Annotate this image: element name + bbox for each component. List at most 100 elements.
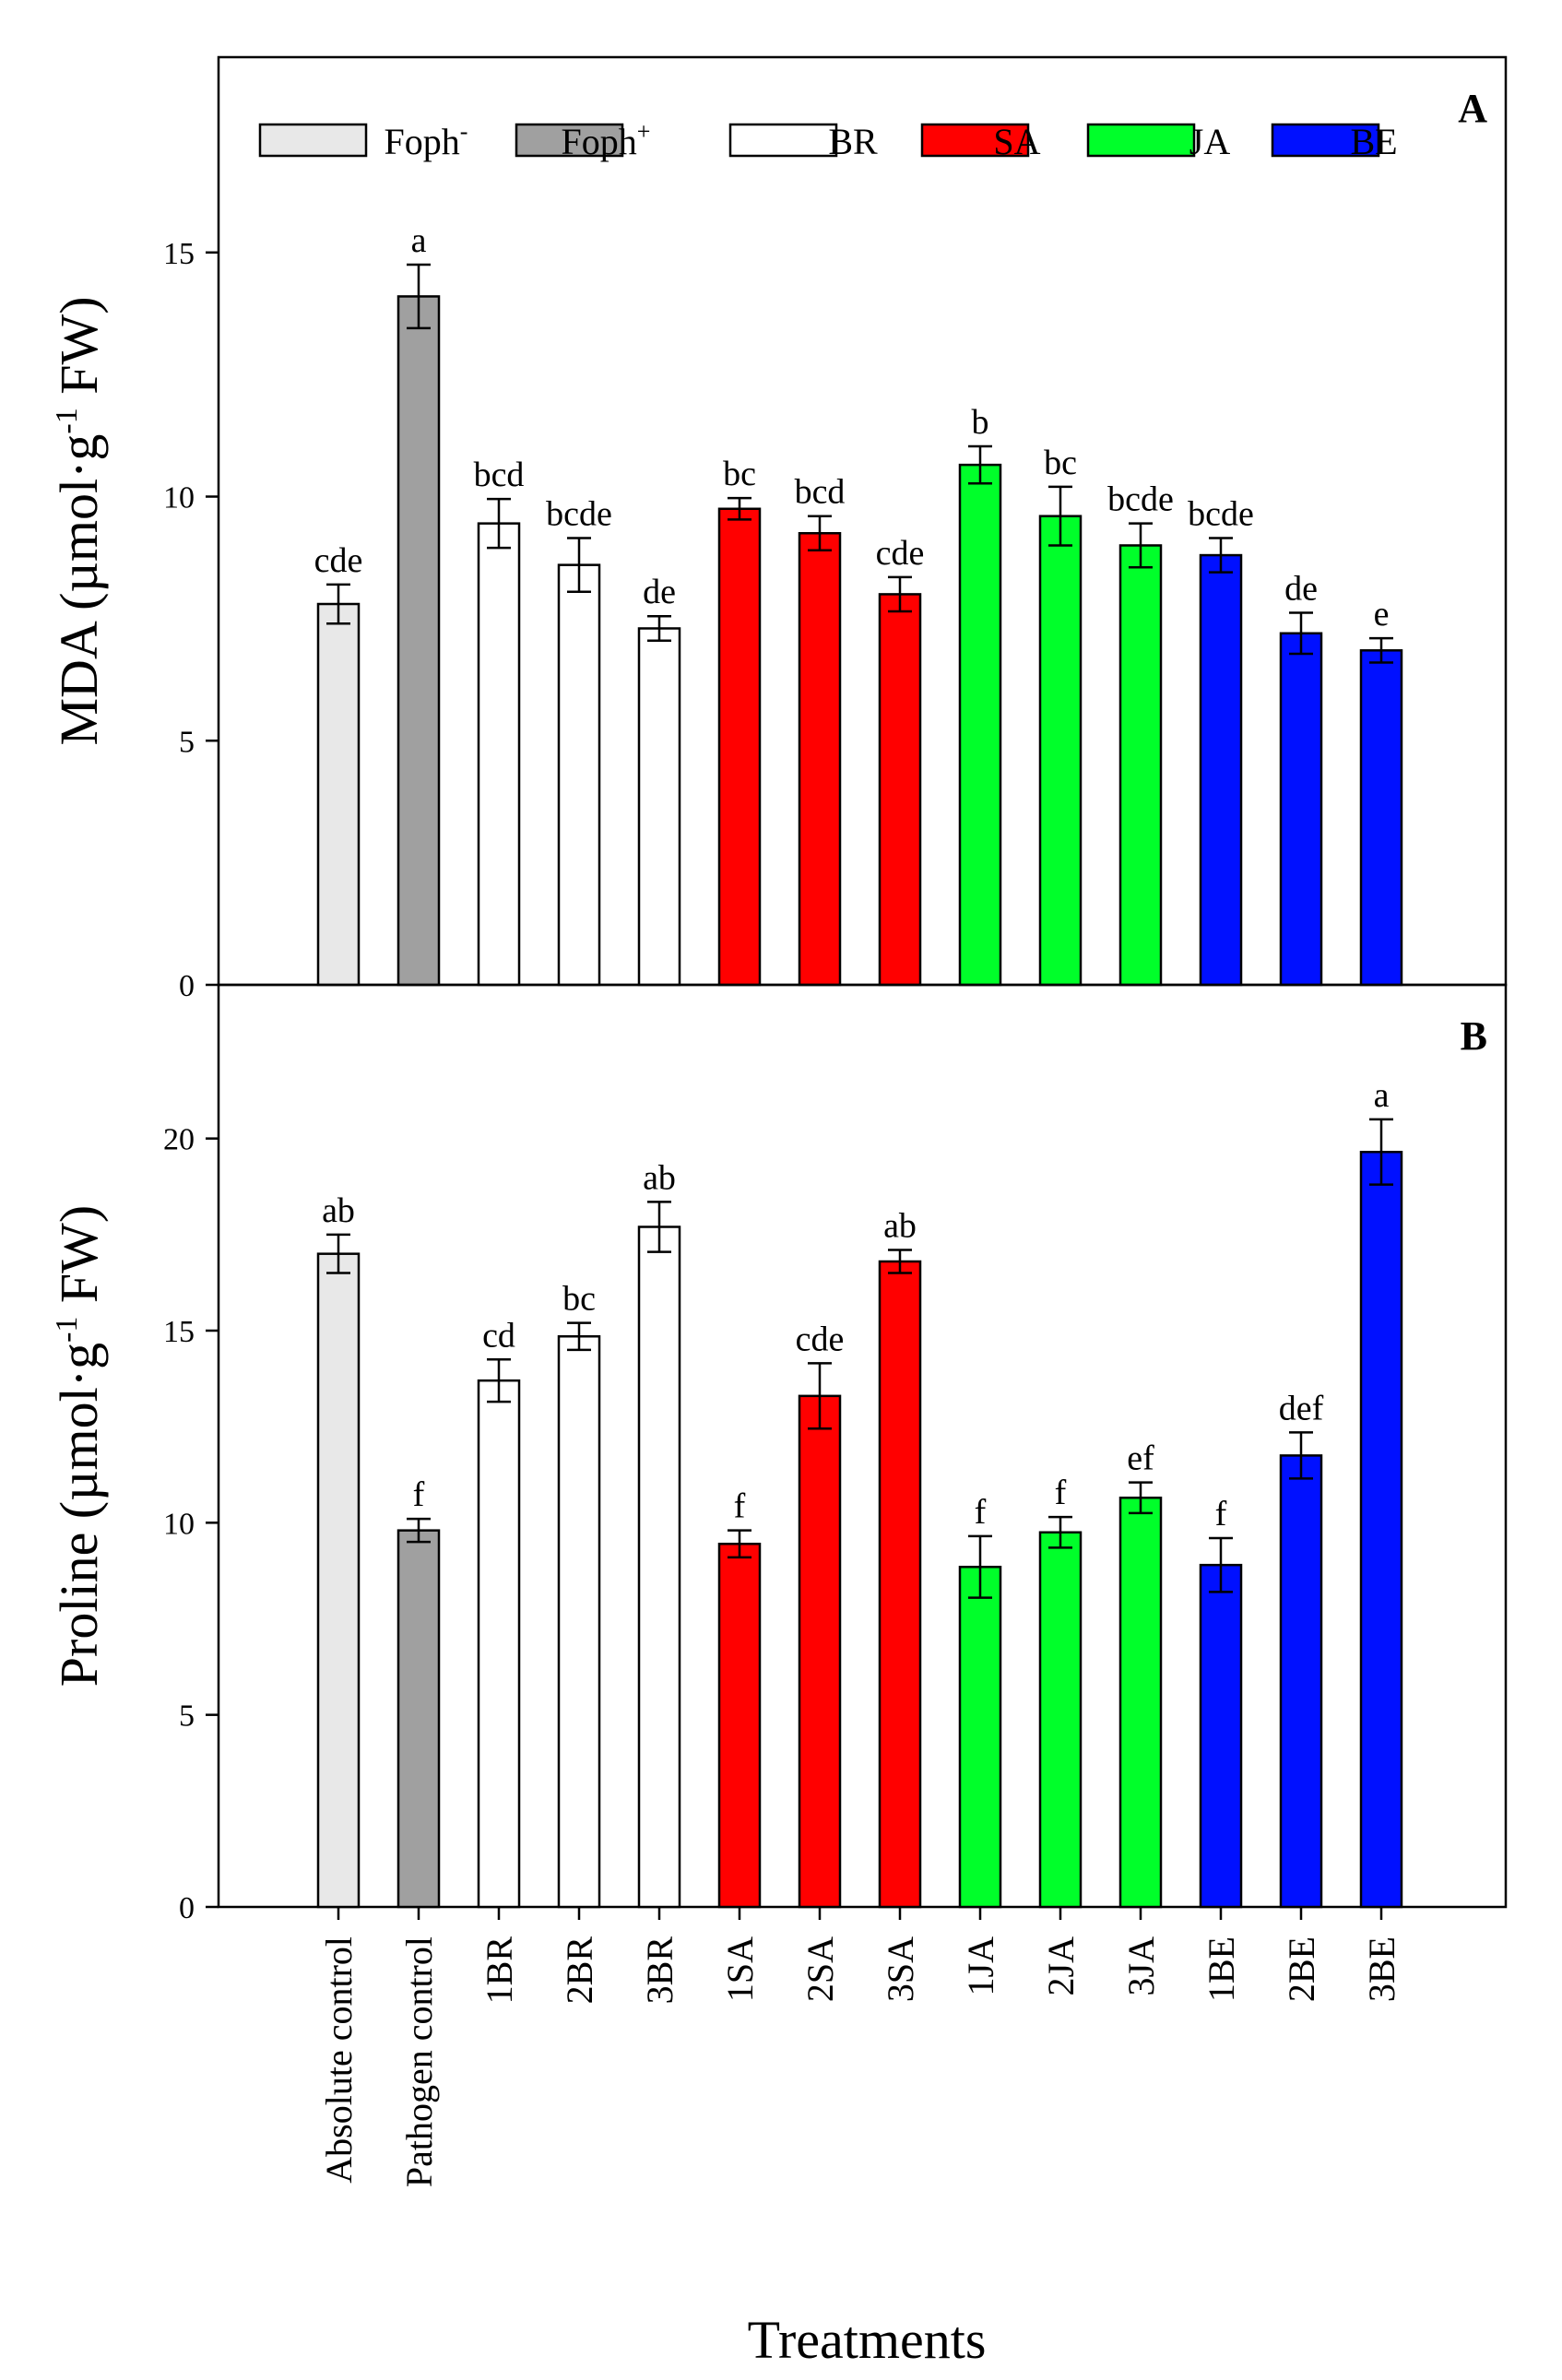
legend-swatch [258,123,368,158]
bar [316,602,361,987]
x-tick-label: Absolute control [318,1936,360,2184]
legend-swatch [515,123,624,158]
significance-letter: cd [482,1316,515,1355]
legend-label: SA [993,121,1040,162]
significance-letter: bcde [1107,480,1174,519]
legend-swatch [728,123,838,158]
significance-letter: bc [1044,444,1077,482]
legend-swatch [1086,123,1196,158]
significance-letter: bcde [1188,495,1254,534]
x-axis-title: Treatments [748,2310,987,2370]
x-tick-label: 3SA [880,1936,921,2002]
y-tick-label: 0 [179,969,195,1003]
significance-letter: f [1215,1495,1227,1533]
bar [557,1335,601,1909]
x-tick-label: 2BR [559,1936,600,2005]
y-axis-title: Proline (µmol·g-1 FW) [49,1205,109,1687]
legend: Foph- Foph+ BR SA JA BE [258,118,1398,162]
bar [958,1566,1002,1909]
bar [1118,1497,1163,1909]
significance-letter: ef [1127,1439,1154,1478]
y-axis-title: MDA (µmol·g-1 FW) [49,296,109,745]
bar [958,463,1002,987]
panel-b: 0 5 10 15 20 Proline (µmol·g-1 FW) Bab f cd bc ab f… [49,983,1508,1925]
y-tick-label: 10 [163,1507,195,1541]
y-tick-label: 15 [163,1315,195,1349]
bar [798,1394,842,1909]
significance-letter: bcd [474,456,525,494]
bar [477,1379,521,1909]
significance-letter: bcde [546,495,612,534]
bar [396,295,441,987]
significance-letter: bc [562,1280,596,1319]
significance-letter: cde [314,541,363,580]
significance-letter: f [1055,1474,1067,1512]
significance-letter: de [1284,570,1318,609]
bar [717,507,762,987]
bar [557,563,601,987]
significance-letter: ab [322,1191,355,1230]
bar [878,593,922,987]
x-tick-label: 3BR [639,1936,680,2005]
bar [1359,1151,1403,1909]
x-tick-label: 3BE [1361,1936,1402,2002]
significance-letter: cde [876,534,925,573]
significance-letter: f [413,1475,425,1514]
significance-letter: def [1279,1389,1324,1427]
bar [1359,649,1403,987]
bar [798,531,842,987]
significance-letter: bc [723,455,756,493]
significance-letter: bcd [795,473,846,512]
x-tick-label: 1SA [719,1936,761,2002]
significance-letter: f [975,1493,987,1532]
significance-letter: e [1374,595,1390,633]
x-tick-label: 2BE [1281,1936,1322,2002]
bar [878,1260,922,1909]
significance-letter: a [1374,1076,1390,1115]
panel-label: A [1458,86,1487,131]
bar [477,522,521,987]
bar [637,1226,681,1909]
significance-letter: f [734,1487,746,1526]
bar [1279,1454,1323,1909]
y-tick-label: 15 [163,237,195,271]
legend-label: Foph+ [562,118,651,162]
bar [1038,1531,1083,1909]
y-tick-label: 5 [179,725,195,759]
x-axis: Absolute control Pathogen control 1BR 2BR 3B… [318,1907,1402,2187]
bar [1279,632,1323,987]
significance-letter: b [972,403,989,442]
bar [1118,544,1163,987]
legend-swatch [920,123,1030,158]
legend-swatch [1271,123,1380,158]
bar [1199,1563,1243,1909]
bar [717,1543,762,1909]
x-tick-label: Pathogen control [398,1936,440,2187]
legend-label: JA [1189,121,1231,162]
bar [396,1529,441,1909]
x-tick-label: 1BE [1201,1936,1242,2002]
legend-label: Foph- [385,118,468,162]
bar [637,627,681,987]
plot-frame [217,983,1508,1909]
bar [1199,553,1243,987]
y-tick-label: 0 [179,1891,195,1925]
x-tick-label: 2SA [799,1936,841,2002]
significance-letter: de [643,573,676,611]
significance-letter: a [411,221,427,260]
x-tick-label: 1JA [960,1936,1001,1996]
bar [316,1252,361,1909]
significance-letter: cde [796,1320,845,1358]
significance-letter: ab [643,1158,676,1197]
legend-label: BR [828,121,878,162]
significance-letter: ab [883,1207,917,1246]
y-tick-label: 20 [163,1123,195,1157]
x-tick-label: 2JA [1040,1936,1082,1996]
y-tick-label: 5 [179,1699,195,1734]
x-tick-label: 3JA [1120,1936,1162,1996]
x-tick-label: 1BR [479,1936,520,2005]
panel-label: B [1461,1013,1487,1059]
bar [1038,515,1083,987]
